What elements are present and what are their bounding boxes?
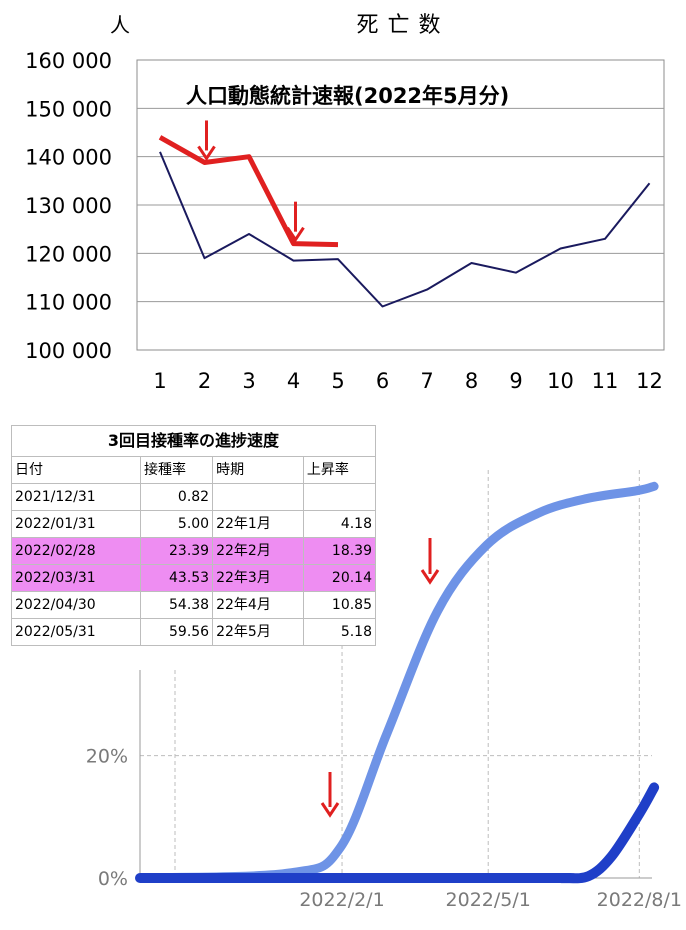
vax-ytick-label: 20%	[86, 746, 128, 768]
table-cell-date: 2022/05/31	[10, 618, 142, 646]
table-row: 2021/12/31 0.82	[10, 483, 377, 511]
deaths-ylabel: 人	[110, 13, 130, 37]
table-cell-period	[212, 483, 304, 511]
table-cell-rate: 0.82	[140, 483, 214, 511]
table-cell-increase: 10.85	[302, 591, 377, 619]
table-cell-date: 2021/12/31	[10, 483, 142, 511]
table-row-highlighted: 2022/02/28 23.39 22年2月 18.39	[10, 537, 377, 565]
table-header-date: 日付	[10, 456, 142, 484]
table-cell-increase: 18.39	[302, 537, 377, 565]
deaths-ytick-label: 160 000	[25, 49, 112, 73]
table-cell-rate: 23.39	[140, 537, 214, 565]
table-cell-date: 2022/04/30	[10, 591, 142, 619]
vax-series-fourth-dose-line	[135, 782, 660, 884]
deaths-xtick-label: 12	[636, 369, 663, 393]
vax-xtick-label: 2022/5/1	[446, 889, 531, 911]
table-row: 2022/04/30 54.38 22年4月 10.85	[10, 591, 377, 619]
deaths-red-arrow	[286, 201, 305, 243]
table-cell-increase	[302, 483, 377, 511]
deaths-xtick-label: 9	[509, 369, 522, 393]
vaccination-chart: 0% 20% 2022/2/1 2022/5/1 2022/8/1	[86, 470, 682, 911]
deaths-title: 死亡数	[356, 13, 449, 38]
table-cell-period: 22年5月	[212, 618, 304, 646]
table-cell-rate: 43.53	[140, 564, 214, 592]
table-header-period: 時期	[212, 456, 304, 484]
deaths-xtick-label: 2	[198, 369, 211, 393]
table-cell-period: 22年2月	[212, 537, 304, 565]
table-cell-period: 22年4月	[212, 591, 304, 619]
table-cell-date: 2022/03/31	[10, 564, 142, 592]
vax-red-arrow	[420, 538, 440, 585]
vax-xtick-label: 2022/8/1	[597, 889, 682, 911]
table-title: 3回目接種率の進捗速度	[11, 425, 376, 457]
deaths-ytick-label: 150 000	[25, 97, 112, 121]
deaths-xtick-label: 5	[331, 369, 344, 393]
deaths-ytick-label: 130 000	[25, 194, 112, 218]
vaccination-rate-table: 3回目接種率の進捗速度 日付 接種率 時期 上昇率 2021/12/31 0.8…	[10, 425, 377, 646]
table-cell-rate: 59.56	[140, 618, 214, 646]
vax-red-arrow	[320, 772, 340, 818]
deaths-series-red-line	[158, 135, 339, 248]
table-cell-increase: 5.18	[302, 618, 377, 646]
table-cell-increase: 20.14	[302, 564, 377, 592]
deaths-ytick-label: 120 000	[25, 242, 112, 266]
deaths-xtick-label: 4	[287, 369, 300, 393]
deaths-xtick-label: 7	[420, 369, 433, 393]
deaths-series-navy-line	[159, 151, 651, 308]
deaths-red-arrow	[197, 120, 216, 162]
table-cell-rate: 54.38	[140, 591, 214, 619]
deaths-xtick-label: 8	[465, 369, 478, 393]
table-row: 2022/05/31 59.56 22年5月 5.18	[10, 618, 377, 646]
deaths-xtick-label: 3	[242, 369, 255, 393]
table-cell-period: 22年1月	[212, 510, 304, 538]
deaths-xtick-label: 6	[376, 369, 389, 393]
table-row-highlighted: 2022/03/31 43.53 22年3月 20.14	[10, 564, 377, 592]
deaths-xtick-label: 1	[153, 369, 166, 393]
table-cell-rate: 5.00	[140, 510, 214, 538]
deaths-ytick-label: 110 000	[25, 291, 112, 315]
deaths-chart: 人 死亡数 100 000 110 000 120 000 130 000 140 00…	[25, 13, 665, 393]
vax-ytick-label: 0%	[98, 868, 128, 890]
table-cell-date: 2022/01/31	[10, 510, 142, 538]
table-row: 2022/01/31 5.00 22年1月 4.18	[10, 510, 377, 538]
vax-xtick-label: 2022/2/1	[299, 889, 384, 911]
table-cell-date: 2022/02/28	[10, 537, 142, 565]
table-header-increase: 上昇率	[302, 456, 377, 484]
deaths-ytick-label: 100 000	[25, 339, 112, 363]
table-header-rate: 接種率	[140, 456, 214, 484]
table-cell-period: 22年3月	[212, 564, 304, 592]
table-cell-increase: 4.18	[302, 510, 377, 538]
deaths-xtick-label: 11	[592, 369, 619, 393]
deaths-xtick-label: 10	[547, 369, 574, 393]
vax-series-third-dose-line	[135, 481, 659, 883]
deaths-ytick-label: 140 000	[25, 146, 112, 170]
deaths-annotation: 人口動態統計速報(2022年5月分)	[186, 84, 509, 108]
